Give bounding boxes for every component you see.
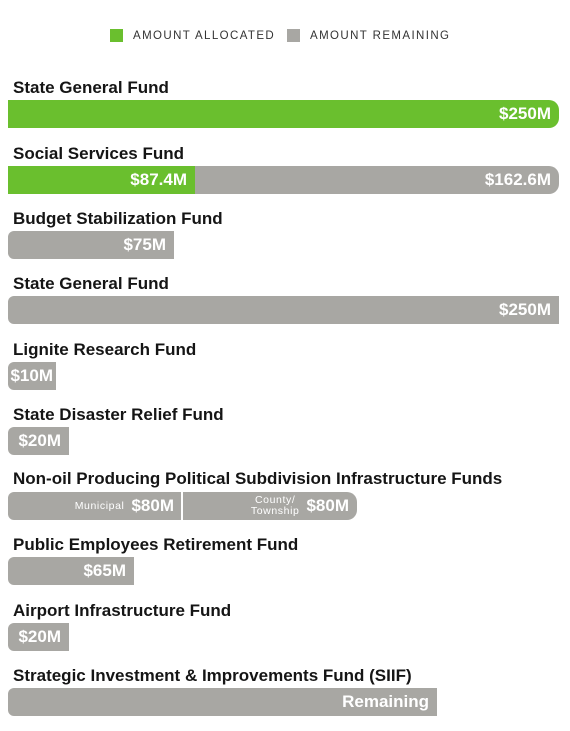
bar-value-label: $20M [18, 431, 61, 450]
bar-allocated: $87.4M [8, 166, 195, 194]
bar-sublabel-stack: County/ Township [251, 495, 300, 517]
bar-value-label: Remaining [342, 692, 429, 711]
segment-divider [181, 492, 183, 520]
fund-label: Lignite Research Fund [13, 340, 197, 359]
bar-remaining-county-township: County/ Township $80M [183, 492, 357, 520]
legend-swatch-remaining [287, 29, 300, 42]
bar-sublabel: Municipal [74, 499, 125, 512]
chart-legend: AMOUNT ALLOCATED AMOUNT REMAINING [0, 29, 570, 47]
bar-remaining: $75M [8, 231, 174, 259]
legend-swatch-allocated [110, 29, 123, 42]
bar-value-label: $75M [123, 235, 166, 254]
bar-remaining-municipal: Municipal $80M [8, 492, 182, 520]
bar-sublabel-line: County/ [254, 494, 296, 506]
bar-sublabel-line: Township [250, 505, 300, 517]
bar-value-label: $250M [499, 104, 551, 123]
bar-value-label: $80M [131, 496, 174, 515]
fund-label: Social Services Fund [13, 144, 185, 163]
bar-remaining: $250M [8, 296, 559, 324]
bar-value-label: $162.6M [484, 170, 551, 189]
bar-allocated: $250M [8, 100, 559, 128]
legend-item-allocated: AMOUNT ALLOCATED [110, 29, 275, 42]
fund-label: Public Employees Retirement Fund [13, 535, 299, 554]
fund-label: State Disaster Relief Fund [13, 405, 224, 424]
bar-value-label: $20M [18, 627, 61, 646]
bar-value-label: $250M [499, 300, 551, 319]
fund-label: Non-oil Producing Political Subdivision … [13, 469, 503, 488]
legend-label-remaining: AMOUNT REMAINING [310, 29, 451, 42]
bar-value-label: $80M [306, 496, 349, 515]
bar-value-label: $65M [83, 561, 126, 580]
bar-remaining: $10M [8, 362, 56, 390]
legend-label-allocated: AMOUNT ALLOCATED [133, 29, 276, 42]
bar-value-label: $10M [10, 366, 53, 385]
fund-label: State General Fund [13, 78, 169, 97]
legend-item-remaining: AMOUNT REMAINING [287, 29, 450, 42]
bar-remaining: $65M [8, 557, 134, 585]
bar-remaining: $20M [8, 623, 69, 651]
bar-remaining: Remaining [8, 688, 437, 716]
fund-label: Strategic Investment & Improvements Fund… [13, 666, 412, 685]
fund-label: State General Fund [13, 274, 169, 293]
fund-label: Airport Infrastructure Fund [13, 601, 232, 620]
bar-value-label: $87.4M [130, 170, 187, 189]
bar-remaining: $20M [8, 427, 69, 455]
fund-label: Budget Stabilization Fund [13, 209, 223, 228]
bar-remaining: $162.6M [195, 166, 559, 194]
